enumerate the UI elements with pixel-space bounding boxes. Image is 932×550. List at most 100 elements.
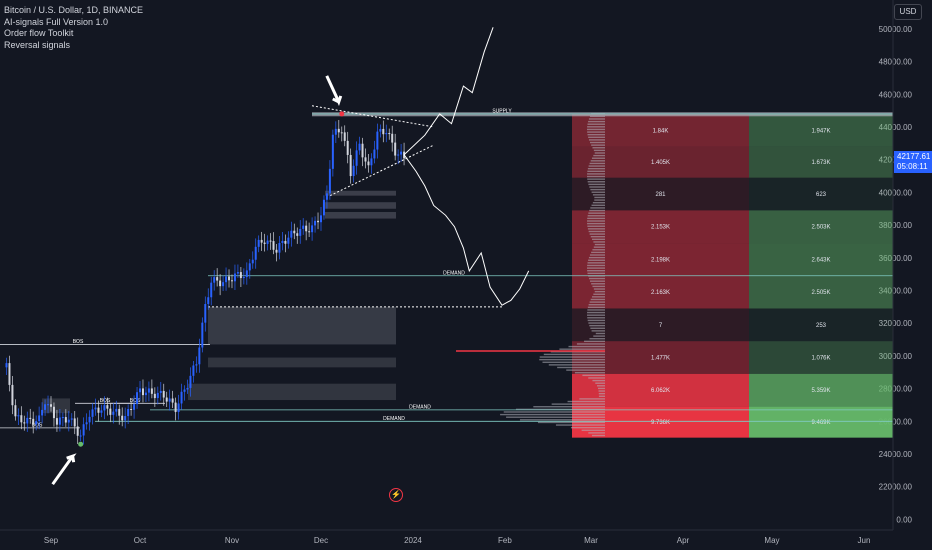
- buy-signal-dot: [78, 441, 84, 447]
- order-flow-buy-cell: [749, 146, 893, 178]
- volume-profile-bar: [588, 165, 605, 167]
- volume-profile-bar: [587, 126, 605, 128]
- indicator-reversal-signals[interactable]: Reversal signals: [4, 39, 71, 50]
- lightning-icon[interactable]: ⚡: [389, 488, 403, 502]
- order-flow-buy-value: 2.643K: [811, 257, 830, 263]
- order-flow-buy-cell: [749, 243, 893, 276]
- candle-body: [192, 365, 195, 376]
- candle-body: [162, 390, 165, 398]
- candle-body: [106, 405, 109, 409]
- candle-body: [340, 132, 343, 134]
- projection-up-path: [403, 27, 494, 156]
- volume-profile-bar: [588, 230, 605, 233]
- symbol-title[interactable]: Bitcoin / U.S. Dollar, 1D, BINANCE: [4, 5, 144, 15]
- candle-body: [50, 404, 52, 407]
- candle-body: [52, 406, 55, 419]
- volume-profile-bar: [592, 201, 605, 204]
- volume-profile-bar: [587, 306, 605, 309]
- volume-profile-bar: [593, 154, 605, 157]
- time-tick-label: May: [764, 536, 779, 545]
- candle-body: [85, 422, 88, 425]
- support-trendline: [329, 144, 435, 197]
- candle-body: [257, 239, 260, 247]
- indicator-ai-signals[interactable]: AI-signals Full Version 1.0: [4, 16, 109, 27]
- volume-profile-bar: [589, 338, 605, 340]
- order-flow-buy-cell: [749, 113, 893, 147]
- volume-profile-bar: [587, 317, 605, 319]
- candle-body: [64, 417, 67, 423]
- buy-arrow-icon: [51, 453, 77, 486]
- volume-profile-bar: [539, 356, 605, 358]
- order-flow-buy-cell: [749, 406, 893, 438]
- volume-profile-bar: [551, 403, 605, 405]
- indicator-order-flow[interactable]: Order flow Toolkit: [4, 28, 74, 38]
- volume-profile-bar: [589, 324, 605, 327]
- candle-body: [198, 347, 201, 365]
- candle-body: [55, 418, 58, 425]
- candle-body: [20, 415, 23, 423]
- volume-profile-bar: [595, 382, 605, 384]
- candle-body: [189, 375, 192, 388]
- candle-body: [100, 410, 103, 413]
- candle-body: [144, 392, 147, 396]
- candle-body: [275, 249, 278, 253]
- candle-body: [367, 161, 370, 166]
- volume-profile-bar: [500, 413, 605, 416]
- volume-profile-bar: [542, 361, 605, 363]
- order-flow-buy-value: 1.076K: [811, 356, 830, 362]
- candle-body: [41, 409, 44, 416]
- volume-profile-bar: [594, 199, 605, 201]
- currency-button[interactable]: USD: [894, 4, 922, 20]
- candle-body: [373, 149, 376, 159]
- order-block-zone: [208, 357, 396, 368]
- volume-profile-bar: [598, 390, 605, 392]
- volume-profile-bar: [593, 293, 605, 295]
- volume-profile-bar: [587, 222, 605, 225]
- volume-profile-bar: [597, 385, 605, 387]
- order-flow-sell-cell: [572, 146, 749, 178]
- candle-body: [177, 403, 180, 413]
- candle-body: [213, 277, 216, 283]
- candle-body: [91, 409, 94, 417]
- volume-profile-bar: [579, 398, 605, 400]
- candle-body: [284, 240, 287, 244]
- candle-body: [346, 140, 349, 155]
- order-flow-sell-value: 2.163K: [651, 290, 670, 296]
- volume-profile-bar: [591, 434, 605, 437]
- candle-body: [210, 282, 213, 298]
- candle-body: [139, 388, 142, 393]
- order-flow-sell-value: 7: [659, 323, 663, 329]
- volume-profile-bar: [593, 241, 605, 243]
- level-label: DEMAND: [443, 270, 465, 276]
- volume-profile-bar: [590, 188, 605, 191]
- price-tick-label: 24000.00: [879, 450, 913, 459]
- candle-body: [174, 402, 177, 413]
- price-tick-label: 38000.00: [879, 221, 913, 230]
- volume-profile-bar: [587, 175, 605, 178]
- volume-profile-bar: [587, 215, 605, 217]
- candle-body: [207, 297, 210, 304]
- candle-body: [302, 225, 305, 229]
- volume-profile-bar: [592, 249, 605, 251]
- candle-body: [124, 416, 127, 421]
- order-flow-buy-cell: [749, 210, 893, 244]
- last-price-value: 42177.61: [897, 152, 931, 161]
- volume-profile-bar: [591, 157, 605, 159]
- volume-profile-bar: [588, 277, 605, 280]
- order-flow-buy-cell: [749, 341, 893, 374]
- volume-profile-bar: [568, 345, 605, 348]
- order-flow-sell-value: 281: [655, 192, 666, 198]
- volume-profile-bar: [590, 298, 605, 301]
- candle-body: [150, 388, 153, 394]
- candle-body: [263, 242, 266, 244]
- candle-body: [201, 322, 204, 348]
- volume-profile-bar: [592, 147, 605, 149]
- volume-profile-bar: [592, 285, 605, 288]
- candle-body: [147, 388, 150, 393]
- volume-profile-bar: [587, 264, 605, 267]
- candle-body: [308, 231, 311, 233]
- candle-body: [349, 154, 352, 177]
- volume-profile-bar: [584, 340, 605, 343]
- volume-profile-bar: [576, 343, 605, 345]
